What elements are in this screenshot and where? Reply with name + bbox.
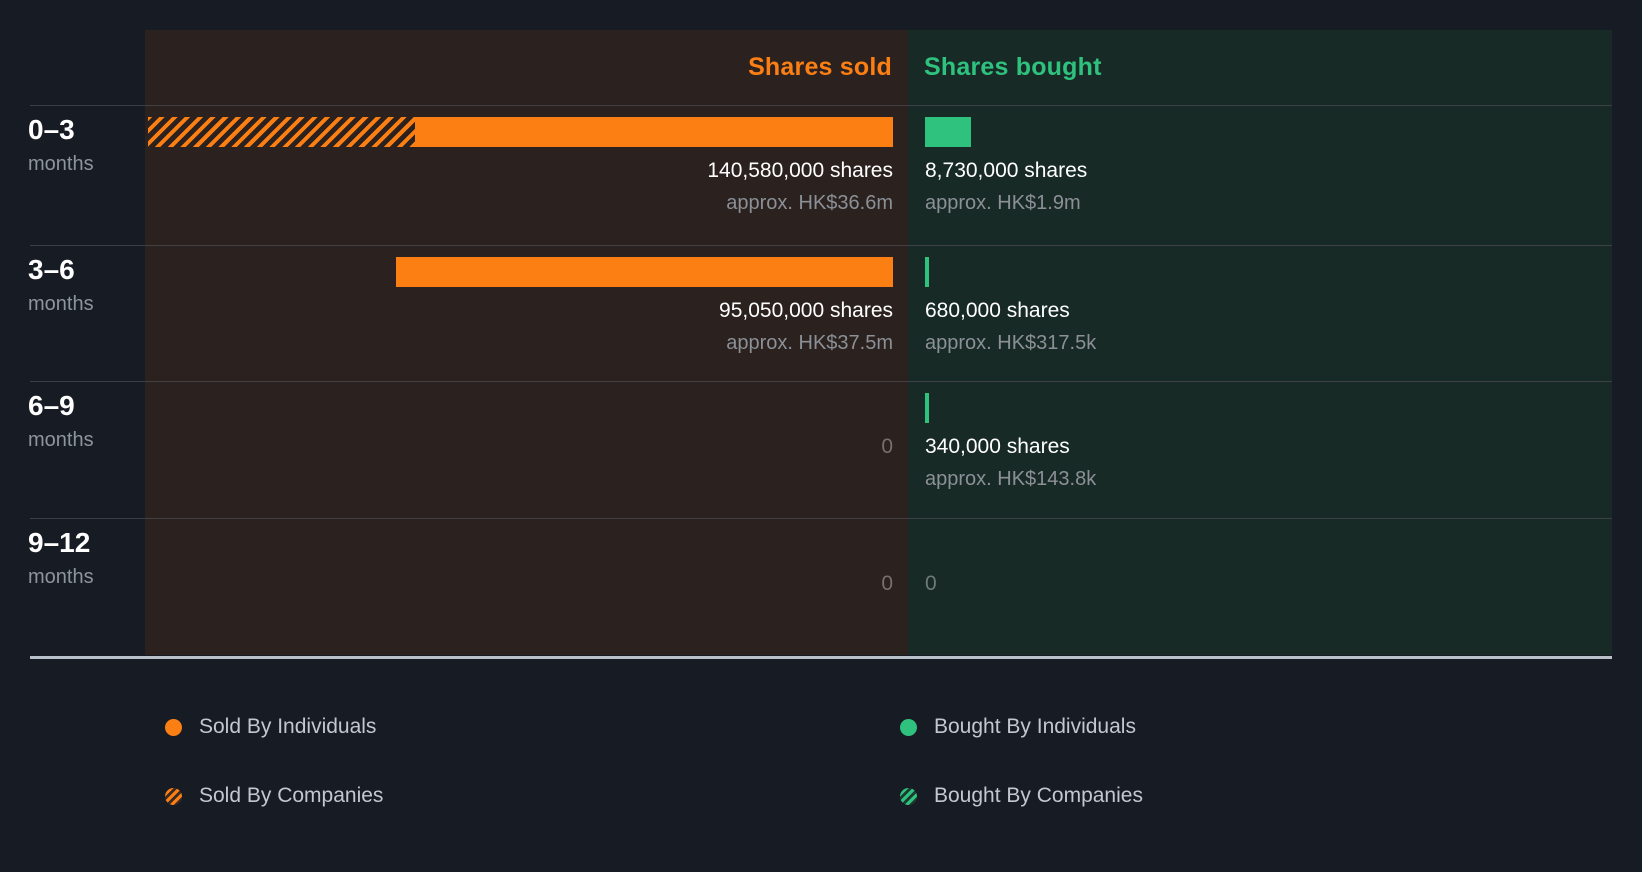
- sold-individuals-swatch-icon: [165, 718, 182, 736]
- legend-label: Sold By Individuals: [199, 715, 377, 738]
- row-label-6-9-months: 6–9 months: [28, 391, 138, 452]
- row-unit-label: months: [28, 566, 94, 589]
- legend-label: Bought By Companies: [934, 784, 1143, 807]
- sold-shares-value: 95,050,000 shares: [719, 299, 893, 322]
- table-row: 6–9 months 0 340,000 shares approx. HK$1…: [0, 381, 1642, 518]
- sold-approx-value: approx. HK$37.5m: [726, 331, 893, 354]
- row-unit-label: months: [28, 429, 94, 452]
- bought-approx-value: approx. HK$1.9m: [925, 191, 1081, 214]
- row-label-3-6-months: 3–6 months: [28, 255, 138, 316]
- legend-item-sold-by-companies[interactable]: Sold By Companies: [165, 784, 383, 808]
- sold-by-individuals-bar: [396, 257, 893, 287]
- row-label-0-3-months: 0–3 months: [28, 115, 138, 176]
- legend-item-bought-by-individuals[interactable]: Bought By Individuals: [900, 715, 1136, 739]
- shares-bought-header-label: Shares bought: [924, 53, 1102, 81]
- row-unit-label: months: [28, 153, 94, 176]
- shares-bought-column-panel: [908, 30, 1612, 655]
- sold-by-companies-bar: [148, 117, 415, 147]
- legend-label: Bought By Individuals: [934, 715, 1136, 738]
- sold-approx-value: approx. HK$36.6m: [726, 191, 893, 214]
- table-row: 9–12 months 0 0: [0, 518, 1642, 655]
- sold-companies-hatched-swatch-icon: [165, 787, 182, 805]
- bought-companies-hatched-swatch-icon: [900, 787, 917, 805]
- bought-by-individuals-bar: [925, 257, 929, 287]
- sold-shares-value: 0: [881, 572, 893, 595]
- bought-shares-value: 8,730,000 shares: [925, 159, 1088, 182]
- sold-values-3-6: 95,050,000 shares approx. HK$37.5m: [719, 295, 893, 360]
- row-separator: [30, 518, 1612, 519]
- row-range-label: 0–3: [28, 114, 75, 145]
- bought-by-individuals-bar: [925, 117, 971, 147]
- shares-sold-header: Shares sold: [145, 30, 908, 105]
- row-range-label: 9–12: [28, 527, 91, 558]
- sold-values-0-3: 140,580,000 shares approx. HK$36.6m: [707, 155, 893, 220]
- bought-shares-value: 680,000 shares: [925, 299, 1070, 322]
- legend-item-sold-by-individuals[interactable]: Sold By Individuals: [165, 715, 376, 739]
- row-separator: [30, 245, 1612, 246]
- bought-approx-value: approx. HK$143.8k: [925, 467, 1097, 490]
- legend-item-bought-by-companies[interactable]: Bought By Companies: [900, 784, 1143, 808]
- legend-label: Sold By Companies: [199, 784, 384, 807]
- bought-individuals-swatch-icon: [900, 718, 917, 736]
- sold-values-6-9: 0: [881, 431, 893, 463]
- row-separator: [30, 381, 1612, 382]
- shares-sold-header-label: Shares sold: [748, 53, 892, 81]
- baseline-axis: [30, 656, 1612, 659]
- sold-shares-value: 140,580,000 shares: [707, 159, 893, 182]
- row-range-label: 6–9: [28, 390, 75, 421]
- chart-legend: Sold By Individuals Bought By Individual…: [0, 690, 1642, 850]
- row-label-9-12-months: 9–12 months: [28, 528, 138, 589]
- bought-values-9-12: 0: [925, 568, 937, 600]
- sold-values-9-12: 0: [881, 568, 893, 600]
- bought-values-6-9: 340,000 shares approx. HK$143.8k: [925, 431, 1096, 496]
- bought-values-0-3: 8,730,000 shares approx. HK$1.9m: [925, 155, 1087, 220]
- bought-by-individuals-bar: [925, 393, 929, 423]
- bought-approx-value: approx. HK$317.5k: [925, 331, 1097, 354]
- shares-bought-header: Shares bought: [908, 30, 1612, 105]
- bought-shares-value: 0: [925, 572, 937, 595]
- bought-shares-value: 340,000 shares: [925, 435, 1070, 458]
- sold-by-individuals-bar: [415, 117, 893, 147]
- table-row: 3–6 months 95,050,000 shares approx. HK$…: [0, 245, 1642, 381]
- row-unit-label: months: [28, 293, 94, 316]
- table-row: 0–3 months 140,580,000 shares approx. HK…: [0, 105, 1642, 245]
- row-separator: [30, 105, 1612, 106]
- bought-values-3-6: 680,000 shares approx. HK$317.5k: [925, 295, 1096, 360]
- row-range-label: 3–6: [28, 254, 75, 285]
- sold-shares-value: 0: [881, 435, 893, 458]
